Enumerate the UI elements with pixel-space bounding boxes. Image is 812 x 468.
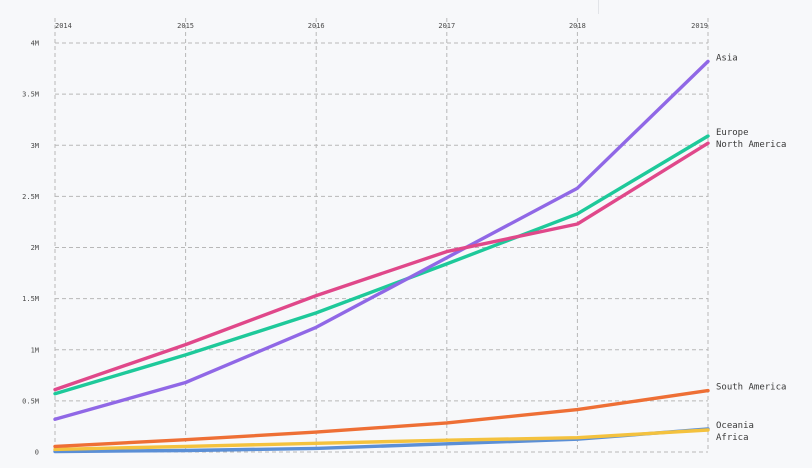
x-tick-label: 2019 [691,22,708,30]
x-axis-ticks: 2014 2015 2016 2017 2018 2019 [55,22,708,30]
x-tick-label: 2018 [569,22,586,30]
series-line-asia [53,59,710,421]
panel-divider [598,0,599,14]
series-label-south-america: South America [716,383,786,393]
x-tick-label: 2014 [55,22,72,30]
series-label-asia: Asia [716,53,738,63]
x-tick-label: 2017 [438,22,455,30]
y-tick-label: 2.5M [22,193,39,201]
y-tick-label: 1M [31,346,39,354]
y-tick-label: 0 [35,449,39,457]
series-line-south-america [53,388,710,449]
series-label-europe: Europe [716,128,749,138]
y-tick-label: 3.5M [22,91,39,99]
y-tick-label: 2M [31,244,39,252]
x-tick-label: 2016 [308,22,325,30]
grid [54,18,709,453]
y-tick-label: 1.5M [22,295,39,303]
series-label-africa: Africa [716,433,749,443]
x-tick-label: 2015 [177,22,194,30]
series-label-oceania: Oceania [716,421,754,431]
series-lines [53,59,710,454]
series-line-africa [53,428,710,452]
series-line-europe [53,134,710,396]
y-tick-label: 4M [31,40,39,48]
series-label-north-america: North America [716,140,786,150]
series-line-north-america [53,141,710,392]
series-labels: Asia Europe North America South America Ocea… [716,53,786,443]
y-tick-label: 3M [31,142,39,150]
y-tick-label: 0.5M [22,397,39,405]
y-axis-ticks: 0 0.5M 1M 1.5M 2M 2.5M 3M 3.5M 4M [22,40,39,457]
